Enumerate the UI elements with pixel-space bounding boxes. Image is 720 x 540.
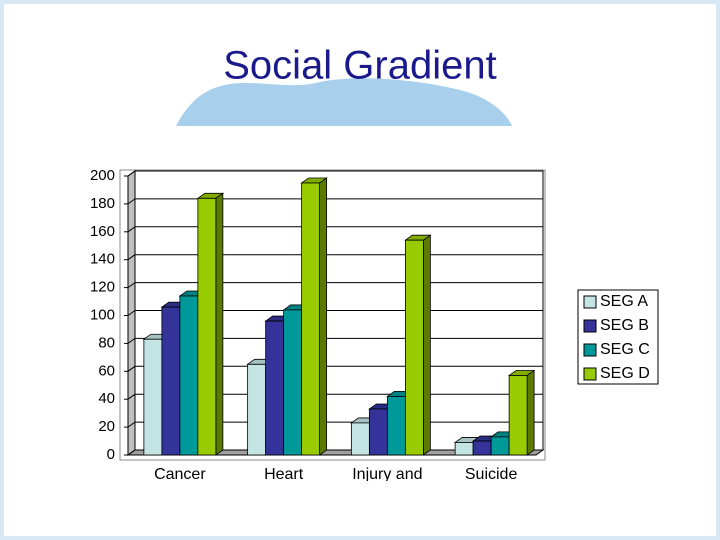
bar-front bbox=[301, 182, 321, 456]
slide-title: Social Gradient bbox=[223, 44, 496, 88]
y-tick-label: 200 bbox=[90, 167, 115, 184]
y-tick-label: 20 bbox=[98, 418, 115, 435]
bar-side bbox=[422, 234, 431, 456]
bar-front bbox=[350, 422, 370, 456]
grid-line bbox=[127, 198, 136, 205]
y-tick-label: 120 bbox=[90, 279, 115, 296]
grid-line bbox=[127, 170, 136, 177]
bar-front bbox=[143, 338, 163, 456]
legend-swatch bbox=[583, 367, 597, 381]
x-tick-label: Injury and bbox=[352, 466, 422, 483]
cloud-decoration bbox=[176, 78, 512, 126]
bar-front bbox=[179, 295, 199, 456]
bar-front bbox=[161, 306, 181, 456]
bar-side bbox=[319, 177, 328, 456]
bar bbox=[404, 234, 432, 456]
bar-front bbox=[283, 309, 303, 456]
grid-line bbox=[127, 310, 136, 316]
bar-front bbox=[386, 396, 406, 456]
y-tick-label: 160 bbox=[90, 223, 115, 240]
legend-swatch bbox=[583, 295, 597, 309]
legend-label: SEG A bbox=[600, 293, 648, 310]
legend-swatch bbox=[583, 343, 597, 357]
bar-front bbox=[508, 375, 528, 456]
bar-front bbox=[454, 442, 474, 456]
plot-frame bbox=[119, 169, 546, 461]
bar bbox=[300, 177, 328, 456]
grid-line bbox=[127, 254, 136, 261]
y-tick-label: 180 bbox=[90, 195, 115, 212]
y-tick-label: 40 bbox=[98, 390, 115, 407]
bar-side bbox=[215, 192, 224, 456]
y-tick-label: 60 bbox=[98, 362, 115, 379]
y-tick-label: 80 bbox=[98, 334, 115, 351]
y-tick-label: 140 bbox=[90, 251, 115, 268]
bar-front bbox=[472, 440, 492, 456]
bar bbox=[196, 192, 225, 456]
grid-line bbox=[127, 282, 136, 289]
bar-front bbox=[247, 363, 267, 456]
bar-front bbox=[490, 436, 510, 456]
y-tick-label: 100 bbox=[90, 306, 115, 323]
x-tick-label: Cancer bbox=[154, 466, 206, 483]
chart: 0 20 40 60 80 100 120 140 160 180 200 Cancer Heart In… bbox=[90, 167, 659, 483]
legend-swatch bbox=[583, 319, 597, 333]
bar-front bbox=[197, 197, 217, 456]
grid-line bbox=[127, 365, 136, 372]
legend-label: SEG B bbox=[600, 317, 649, 334]
grid-line bbox=[127, 421, 136, 428]
legend-label: SEG C bbox=[600, 341, 650, 358]
bar-side bbox=[526, 369, 535, 456]
grid-line bbox=[127, 393, 136, 400]
x-tick-label: Suicide bbox=[465, 466, 518, 483]
y-tick-label: 0 bbox=[107, 446, 115, 463]
bar-front bbox=[265, 320, 285, 456]
bar-front bbox=[404, 239, 424, 456]
legend-label: SEG D bbox=[600, 365, 650, 382]
grid-line bbox=[127, 226, 136, 233]
grid-line bbox=[127, 449, 136, 456]
bar bbox=[507, 369, 536, 456]
bar-front bbox=[368, 408, 388, 456]
grid-line bbox=[127, 337, 136, 344]
x-tick-label: Heart bbox=[264, 466, 304, 483]
